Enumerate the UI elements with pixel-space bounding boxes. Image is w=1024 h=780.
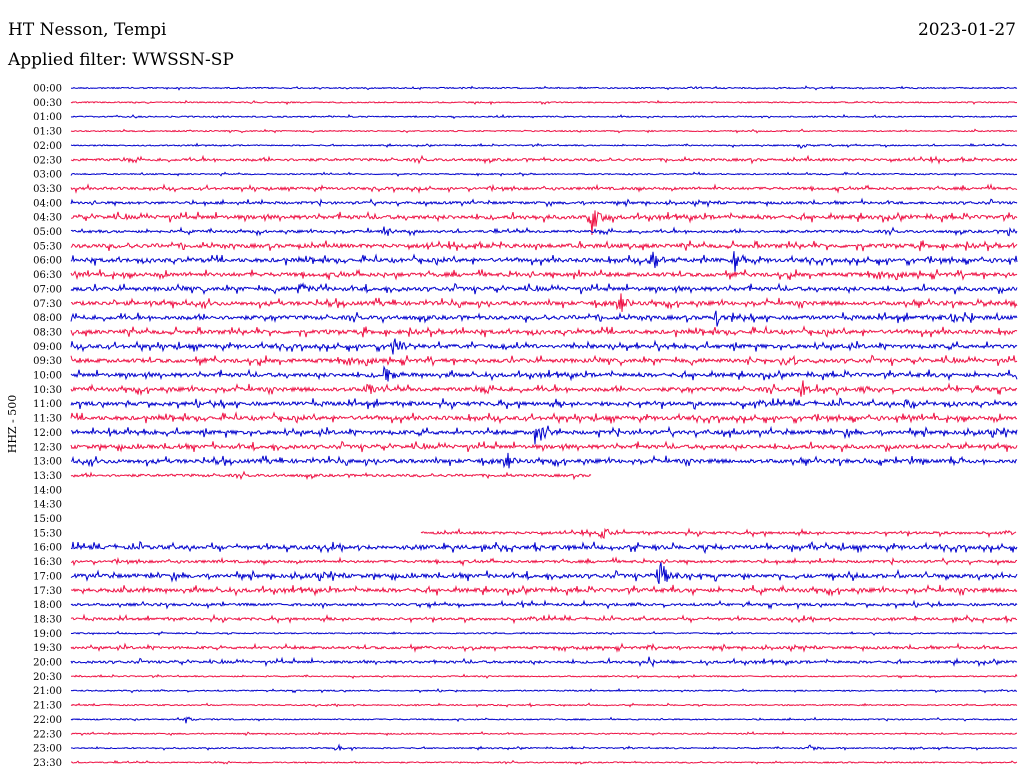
- row-time-label: 20:00: [33, 658, 62, 669]
- seismic-trace: [70, 113, 1018, 120]
- row-time-label: 23:30: [33, 758, 62, 769]
- row-time-label: 02:00: [33, 141, 62, 152]
- seismic-trace: [70, 541, 1018, 555]
- row-time-label: 23:00: [33, 744, 62, 755]
- seismic-trace: [70, 365, 1018, 382]
- row-time-label: 16:00: [33, 543, 62, 554]
- seismic-trace: [70, 171, 1018, 177]
- row-time-label: 14:30: [33, 500, 62, 511]
- row-time-label: 08:00: [33, 313, 62, 324]
- row-time-label: 01:30: [33, 127, 62, 138]
- row-time-label: 17:00: [33, 571, 62, 582]
- seismic-trace: [70, 613, 1018, 625]
- seismic-trace: [71, 85, 1018, 91]
- seismic-trace: [70, 556, 1018, 567]
- row-time-label: 01:00: [33, 112, 62, 123]
- seismic-trace: [70, 338, 1018, 355]
- seismic-trace: [420, 527, 1017, 540]
- row-time-label: 16:30: [33, 557, 62, 568]
- seismic-trace: [71, 673, 1018, 680]
- row-time-label: 21:30: [33, 701, 62, 712]
- seismic-trace: [70, 197, 1018, 208]
- row-time-label: 21:00: [33, 686, 62, 697]
- row-time-label: 07:30: [33, 299, 62, 310]
- seismic-trace: [70, 325, 1018, 338]
- row-time-label: 12:00: [33, 428, 62, 439]
- seismic-trace: [70, 380, 1018, 397]
- seismic-trace: [70, 128, 1018, 134]
- row-time-label: 13:30: [33, 471, 62, 482]
- seismic-trace: [70, 282, 1018, 296]
- row-time-label: 09:30: [33, 356, 62, 367]
- row-time-label: 02:30: [33, 155, 62, 166]
- row-time-label: 12:30: [33, 442, 62, 453]
- row-time-label: 05:30: [33, 241, 62, 252]
- seismic-trace: [70, 440, 1018, 453]
- row-time-label: 04:30: [33, 213, 62, 224]
- seismic-trace: [70, 425, 1018, 445]
- seismic-trace: [71, 293, 1018, 312]
- seismic-trace: [70, 310, 1018, 327]
- row-time-label: 03:30: [33, 184, 62, 195]
- date-label: 2023-01-27: [917, 20, 1016, 40]
- seismic-trace: [70, 239, 1018, 252]
- row-time-label: 15:00: [33, 514, 62, 525]
- seismic-trace: [70, 142, 1018, 150]
- seismic-trace: [70, 154, 1018, 165]
- row-time-label: 06:30: [33, 270, 62, 281]
- row-time-label: 18:00: [33, 600, 62, 611]
- station-title: HT Nesson, Tempi: [8, 20, 167, 40]
- row-time-label: 06:00: [33, 256, 62, 267]
- y-axis-label: HHZ - 500: [6, 395, 19, 454]
- row-time-label: 10:00: [33, 371, 62, 382]
- row-time-label: 09:00: [33, 342, 62, 353]
- row-time-label: 04:00: [33, 198, 62, 209]
- row-time-label: 14:00: [33, 485, 62, 496]
- row-time-label: 13:00: [33, 457, 62, 468]
- seismic-trace: [70, 642, 1018, 653]
- row-time-label: 20:30: [33, 672, 62, 683]
- row-time-label: 00:30: [33, 98, 62, 109]
- row-time-label: 19:30: [33, 643, 62, 654]
- seismic-trace: [70, 759, 1018, 765]
- seismic-trace: [70, 268, 1018, 281]
- seismic-trace: [70, 599, 1018, 611]
- row-time-label: 17:30: [33, 586, 62, 597]
- seismic-trace: [70, 562, 1018, 584]
- row-time-label: 08:30: [33, 327, 62, 338]
- row-time-label: 00:00: [33, 84, 62, 95]
- trace-rows: 00:00 00:30 01:00 01:30 02:00 02:30 03:00 03:30…: [33, 84, 1018, 769]
- seismic-trace: [70, 251, 1018, 273]
- filter-label: Applied filter: WWSSN-SP: [8, 50, 234, 70]
- seismic-trace: [70, 630, 1018, 636]
- seismic-trace: [70, 210, 1018, 236]
- seismic-trace: [70, 226, 1018, 237]
- seismic-trace: [70, 470, 592, 481]
- row-time-label: 05:00: [33, 227, 62, 238]
- seismic-trace: [71, 584, 1018, 597]
- row-time-label: 11:00: [33, 399, 62, 410]
- seismic-trace: [70, 411, 1018, 425]
- row-time-label: 11:30: [33, 414, 62, 425]
- row-time-label: 07:00: [33, 284, 62, 295]
- seismic-trace: [70, 183, 1018, 194]
- seismic-trace: [70, 730, 1017, 737]
- seismic-trace: [70, 702, 1018, 708]
- row-time-label: 19:00: [33, 629, 62, 640]
- row-time-label: 15:30: [33, 528, 62, 539]
- seismic-trace: [70, 99, 1018, 106]
- seismic-trace: [70, 743, 1018, 752]
- row-time-label: 22:30: [33, 729, 62, 740]
- row-time-label: 18:30: [33, 614, 62, 625]
- seismic-trace: [70, 687, 1018, 694]
- seismic-trace: [70, 656, 1018, 668]
- seismic-trace: [70, 397, 1018, 411]
- seismic-trace: [70, 716, 1018, 724]
- row-time-label: 22:00: [33, 715, 62, 726]
- seismic-trace: [70, 354, 1018, 367]
- row-time-label: 10:30: [33, 385, 62, 396]
- row-time-label: 03:00: [33, 170, 62, 181]
- seismic-trace: [70, 452, 1018, 469]
